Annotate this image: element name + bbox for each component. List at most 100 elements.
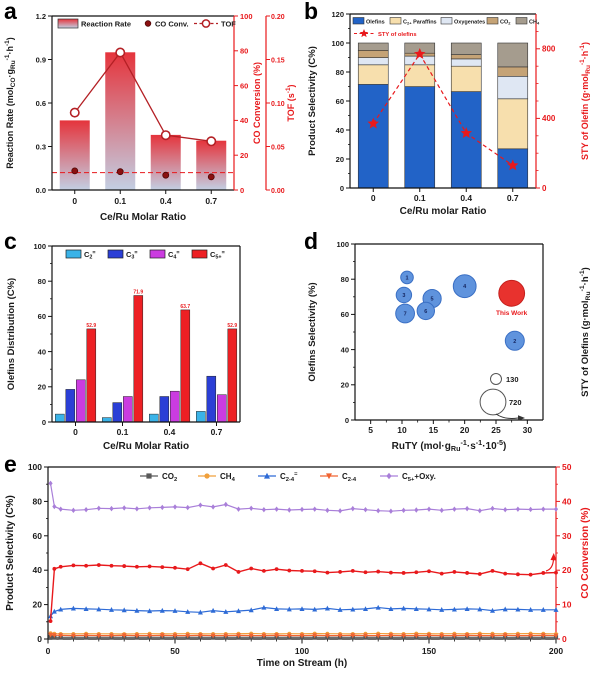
- grouped-bars: [55, 295, 238, 423]
- panel-d: d 0 20 40 60 80 100 5 10 15 20 25 30 RuTY (mol·gRu-1…: [300, 230, 600, 455]
- svg-text:C4=: C4=: [168, 250, 180, 261]
- svg-text:800: 800: [542, 45, 556, 54]
- conversion-arrow: [545, 558, 555, 572]
- svg-text:Ce/Ru Molar Ratio: Ce/Ru Molar Ratio: [100, 212, 186, 223]
- svg-text:0.3: 0.3: [36, 142, 46, 151]
- svg-text:10: 10: [562, 600, 572, 610]
- svg-text:0.7: 0.7: [205, 196, 217, 206]
- svg-text:100: 100: [336, 240, 349, 249]
- svg-text:Product Selectivity (C%): Product Selectivity (C%): [5, 495, 16, 611]
- svg-text:40: 40: [562, 496, 572, 506]
- svg-text:0.4: 0.4: [460, 193, 472, 203]
- svg-text:20: 20: [240, 151, 248, 160]
- svg-text:CO Conversion (%): CO Conversion (%): [252, 62, 262, 144]
- svg-text:130: 130: [506, 375, 519, 384]
- svg-text:720: 720: [509, 398, 522, 407]
- svg-text:Ce/Ru Molar Ratio: Ce/Ru Molar Ratio: [103, 441, 189, 452]
- svg-text:0: 0: [72, 196, 77, 206]
- svg-text:6: 6: [424, 309, 427, 315]
- svg-text:7: 7: [404, 312, 407, 318]
- svg-text:40: 40: [341, 345, 349, 354]
- svg-text:0.20: 0.20: [271, 14, 285, 21]
- svg-text:1.2: 1.2: [36, 12, 46, 21]
- svg-text:40: 40: [38, 347, 46, 356]
- svg-text:0.15: 0.15: [271, 57, 285, 64]
- svg-text:STY of olefins: STY of olefins: [378, 32, 417, 38]
- panel-b-chart: 0 20 40 60 80 100 120 0 0.1 0.4 0.7 Ce/Ru molar Rat…: [307, 10, 592, 217]
- bubbles: [395, 270, 526, 351]
- svg-text:4: 4: [463, 284, 467, 290]
- series-markers: [48, 632, 559, 639]
- svg-text:RuTY (mol·gRu-1·s-1·10-5): RuTY (mol·gRu-1·s-1·10-5): [392, 438, 507, 453]
- panel-a-label: a: [4, 0, 17, 24]
- svg-text:63.7: 63.7: [180, 304, 190, 310]
- series-markers: [48, 604, 559, 619]
- svg-text:40: 40: [33, 565, 43, 575]
- panel-d-label: d: [304, 228, 319, 254]
- svg-text:0.6: 0.6: [36, 99, 46, 108]
- svg-text:0.7: 0.7: [507, 193, 519, 203]
- svg-text:50: 50: [562, 462, 572, 472]
- svg-text:0: 0: [345, 416, 349, 425]
- svg-text:2: 2: [513, 339, 516, 345]
- svg-text:30: 30: [523, 425, 533, 435]
- svg-text:CO2: CO2: [500, 20, 511, 26]
- svg-text:C5++Oxy.: C5++Oxy.: [402, 472, 436, 483]
- size-legend-arrow: [495, 413, 519, 419]
- panel-c: c 52.9 71.9 63.7 52.9 0 20 40 60 80 100 0 0.1 0.4 0.7…: [0, 230, 300, 455]
- svg-text:CH4: CH4: [220, 472, 236, 483]
- panel-a-chart: 0.0 0.3 0.6 0.9 1.2 0 0.1 0.4 0.7 Ce/Ru Molar Rat…: [4, 12, 296, 223]
- svg-text:20: 20: [336, 155, 344, 164]
- svg-text:0.0: 0.0: [36, 186, 46, 195]
- svg-text:0.9: 0.9: [36, 55, 46, 64]
- svg-text:5: 5: [368, 425, 373, 435]
- svg-text:200: 200: [549, 646, 563, 656]
- stacked-bars: [357, 42, 529, 189]
- svg-text:0.1: 0.1: [414, 193, 426, 203]
- svg-text:Reaction Rate: Reaction Rate: [81, 20, 131, 29]
- svg-text:20: 20: [460, 425, 470, 435]
- svg-text:TOF: TOF: [221, 20, 236, 29]
- svg-text:80: 80: [240, 47, 248, 56]
- svg-text:0.4: 0.4: [164, 427, 176, 437]
- svg-text:80: 80: [341, 275, 349, 284]
- svg-text:0: 0: [37, 634, 42, 644]
- svg-text:0: 0: [542, 184, 547, 193]
- svg-text:0.1: 0.1: [114, 196, 126, 206]
- svg-text:40: 40: [336, 126, 344, 135]
- svg-text:100: 100: [295, 646, 309, 656]
- svg-text:52.9: 52.9: [227, 323, 237, 329]
- series-line: [50, 634, 557, 637]
- tof-line: [74, 51, 212, 142]
- svg-text:CO Conv.: CO Conv.: [155, 20, 189, 29]
- svg-text:0.00: 0.00: [271, 188, 285, 195]
- svg-text:60: 60: [336, 97, 344, 106]
- svg-text:C3=: C3=: [126, 250, 138, 261]
- svg-text:0: 0: [46, 646, 51, 656]
- svg-text:71.9: 71.9: [133, 289, 143, 295]
- svg-text:0.1: 0.1: [117, 427, 129, 437]
- svg-text:Olefins Distribution (C%): Olefins Distribution (C%): [6, 278, 17, 390]
- series-line: [50, 606, 556, 617]
- svg-text:This Work: This Work: [496, 310, 528, 317]
- svg-text:40: 40: [240, 116, 248, 125]
- svg-text:Time on Stream (h): Time on Stream (h): [257, 658, 347, 669]
- svg-text:C2+ Paraffins: C2+ Paraffins: [403, 20, 437, 26]
- svg-text:CH4: CH4: [529, 20, 540, 26]
- svg-text:80: 80: [33, 496, 43, 506]
- svg-text:Product Selectivity (C%): Product Selectivity (C%): [307, 46, 318, 156]
- svg-text:3: 3: [402, 293, 405, 299]
- svg-text:60: 60: [38, 312, 46, 321]
- series-line: [49, 483, 556, 512]
- svg-text:0.05: 0.05: [271, 144, 285, 151]
- panel-a: a 0.0 0.3 0.6 0.9 1.2 0 0.1 0.4 0.7 Ce/Ru Molar R…: [0, 0, 300, 230]
- svg-text:20: 20: [33, 600, 43, 610]
- svg-text:Reaction Rate (molCO·gRu-1·h-1: Reaction Rate (molCO·gRu-1·h-1): [4, 37, 17, 169]
- svg-text:Oxygenates: Oxygenates: [454, 20, 485, 26]
- svg-text:0.4: 0.4: [160, 196, 172, 206]
- svg-text:30: 30: [562, 531, 572, 541]
- series-line: [49, 562, 557, 622]
- sty-line: [372, 52, 514, 166]
- svg-text:60: 60: [240, 81, 248, 90]
- svg-text:Olefins Selectivity (%): Olefins Selectivity (%): [307, 282, 318, 381]
